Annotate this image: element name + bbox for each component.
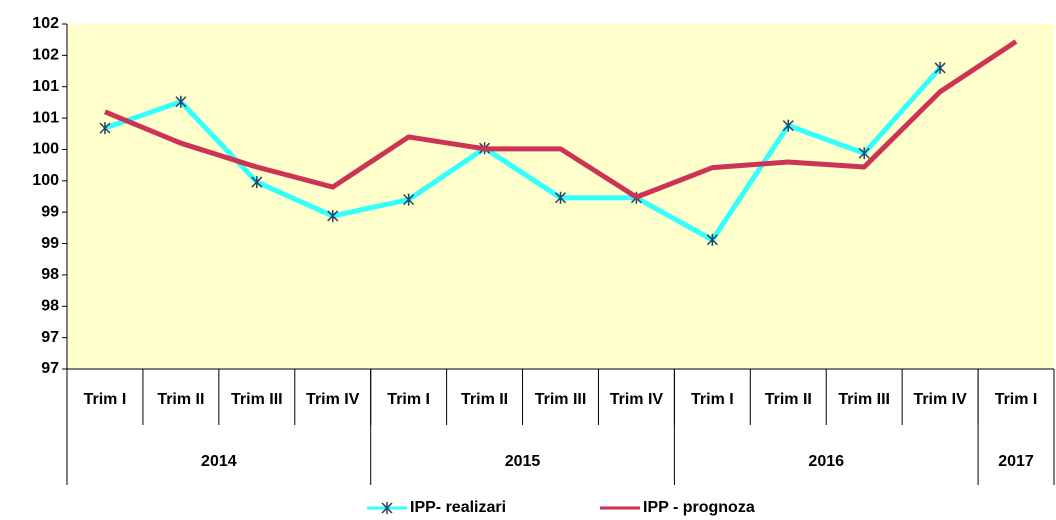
marker [934, 61, 946, 74]
marker [706, 233, 718, 246]
marker [251, 176, 263, 189]
series-line [104, 39, 1018, 200]
y-tick-label: 97 [41, 329, 59, 346]
group-label: 2017 [998, 453, 1034, 470]
x-tick-label: Trim I [995, 391, 1038, 408]
y-tick-label: 98 [41, 297, 59, 314]
x-tick-label: Trim III [535, 391, 587, 408]
y-tick-label: 98 [41, 266, 59, 283]
x-tick-label: Trim III [231, 391, 283, 408]
y-tick-label: 102 [32, 47, 59, 64]
legend-marker [381, 502, 393, 514]
marker [327, 209, 339, 222]
x-tick-label: Trim I [84, 391, 127, 408]
y-tick-label: 99 [41, 203, 59, 220]
x-tick-label: Trim IV [913, 391, 967, 408]
group-label: 2015 [505, 453, 541, 470]
group-label: 2014 [201, 453, 237, 470]
y-tick-label: 99 [41, 235, 59, 252]
legend-label: IPP - prognoza [643, 499, 755, 516]
y-tick-label: 102 [32, 15, 59, 32]
x-tick-label: Trim I [691, 391, 734, 408]
marker [403, 193, 415, 206]
marker [858, 147, 870, 160]
legend-label: IPP- realizari [410, 499, 506, 516]
x-tick-label: Trim II [461, 391, 508, 408]
x-tick-label: Trim II [157, 391, 204, 408]
x-tick-label: Trim IV [610, 391, 664, 408]
y-tick-label: 101 [32, 78, 59, 95]
x-tick-label: Trim III [838, 391, 890, 408]
marker [175, 95, 187, 108]
marker [99, 122, 111, 135]
series-line [104, 66, 942, 243]
marker [782, 119, 794, 132]
y-tick-label: 101 [32, 109, 59, 126]
x-tick-label: Trim IV [306, 391, 360, 408]
x-tick-label: Trim I [387, 391, 430, 408]
x-tick-label: Trim II [765, 391, 812, 408]
marker [554, 191, 567, 204]
y-tick-label: 100 [32, 141, 59, 158]
y-tick-label: 100 [32, 172, 59, 189]
group-label: 2016 [808, 453, 844, 470]
y-tick-label: 97 [41, 360, 59, 377]
